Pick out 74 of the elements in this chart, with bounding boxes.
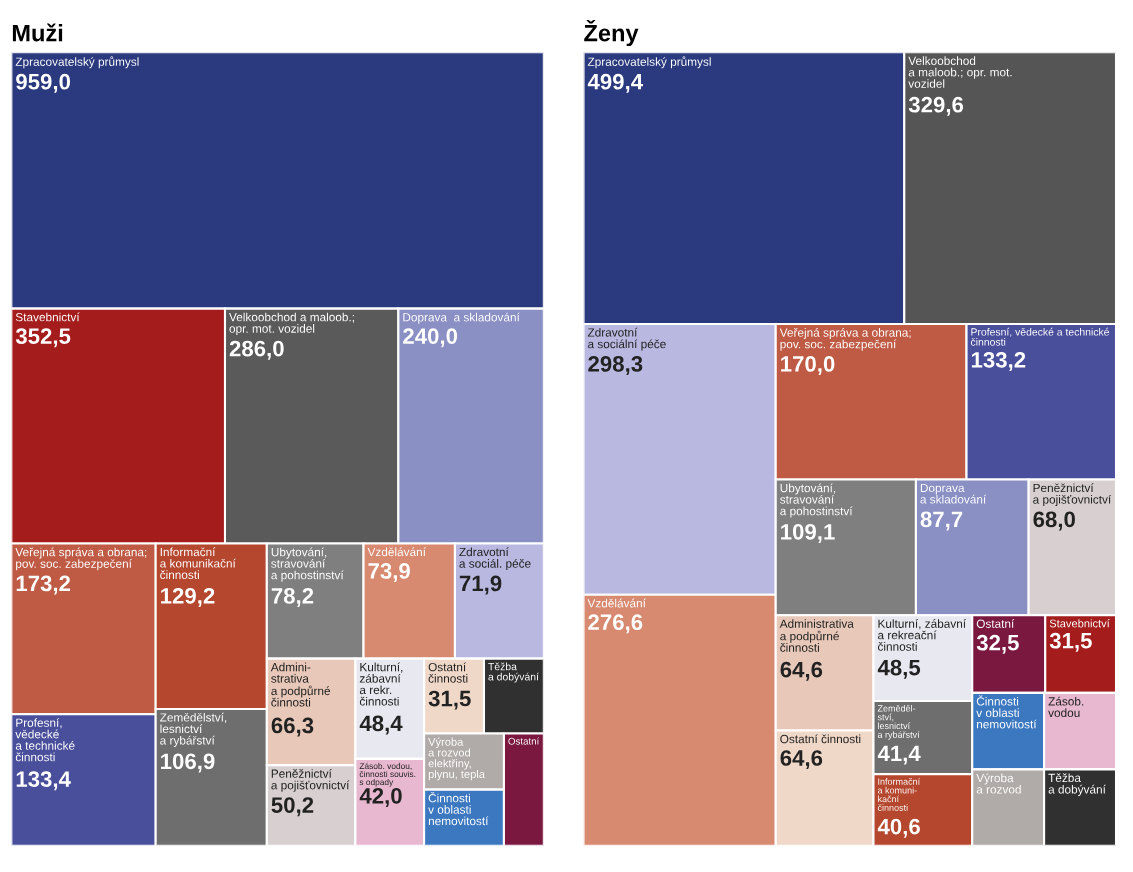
data-label: 298,3 <box>588 356 643 375</box>
category-label: Vzdělávání <box>367 547 426 557</box>
text: Ženy <box>584 20 639 47</box>
category-label: Profesní, vědecké a technické činnosti <box>15 718 75 762</box>
category-label: Zpracovatelský průmysl <box>587 56 711 69</box>
data-label: 329,6 <box>908 96 964 116</box>
data-label: 31,5 <box>1049 632 1092 652</box>
category-label: Zeměděl- ství, lesnictví a rybářství <box>877 704 920 740</box>
category-label: Činnosti v oblasti nemovitostí <box>976 695 1037 729</box>
data-label: 50,2 <box>271 797 314 817</box>
category-label: Kulturní, zábavní a rekreační činnosti <box>877 619 967 651</box>
data-label: 48,5 <box>877 659 921 679</box>
data-label: 106,9 <box>161 753 215 773</box>
category-label: Zemědělství, lesnictví a rybářství <box>160 712 227 747</box>
data-label: 173,2 <box>16 575 71 595</box>
category-label: Ostatní <box>508 737 540 745</box>
category-label: Ostatní činnosti <box>780 734 861 744</box>
data-label: 133,2 <box>971 351 1026 371</box>
data-label: 31,5 <box>428 690 471 710</box>
category-label: Vzdělávání <box>587 598 646 608</box>
data-label: 42,0 <box>359 787 402 807</box>
category-label: Administrativa a podpůrné činnosti <box>779 619 854 652</box>
data-label: 32,5 <box>976 634 1019 654</box>
data-label: 78,2 <box>271 587 314 607</box>
category-label: Zdravotní a sociál. péče <box>459 547 531 571</box>
data-label: 41,4 <box>877 745 921 765</box>
data-label: 87,7 <box>920 511 963 531</box>
category-label: Těžba a dobývání <box>488 662 539 683</box>
category-label: Doprava a skladování <box>403 312 520 324</box>
data-label: 133,4 <box>16 771 71 791</box>
category-label: Zpracovatelský průmysl <box>15 56 139 69</box>
category-label: Veřejná správa a obrana; pov. soc. zabezpečení <box>779 327 911 351</box>
category-label: Kulturní, zábavní a rekr. činnosti <box>359 662 403 706</box>
category-label: Stavebnictví <box>1049 619 1110 628</box>
category-label: Peněžnictví a pojišťovnictví <box>1033 483 1112 507</box>
text: Muži <box>12 23 63 42</box>
category-label: Veřejná správa a obrana; pov. soc. zabezpečení <box>15 547 147 571</box>
data-label: 170,0 <box>781 356 835 375</box>
data-label: 71,9 <box>459 575 502 595</box>
data-label: 109,1 <box>781 523 835 543</box>
category-label: Informační a komuni- kační činnosti <box>877 777 921 811</box>
category-label: Těžba a dobývání <box>1048 773 1106 796</box>
data-label: 66,3 <box>271 717 314 737</box>
category-label: Zásob. vodou, činnosti souvis. s odpady <box>359 762 416 787</box>
data-label: 40,6 <box>877 818 920 838</box>
category-label: Peněžnictví a pojišťovnictví <box>271 769 350 792</box>
data-label: 48,4 <box>359 715 403 735</box>
data-label: 499,4 <box>587 73 643 93</box>
data-label: 959,0 <box>16 73 71 93</box>
category-label: Činnosti v oblasti nemovitostí <box>428 791 489 826</box>
data-label: 64,6 <box>780 661 823 681</box>
category-label: Výroba a rozvod elektřiny, plynu, tepla <box>428 737 485 781</box>
category-label: Stavebnictví <box>15 312 80 322</box>
category-label: Doprava a skladování <box>920 483 987 504</box>
category-label: Ostatní činnosti <box>428 662 468 683</box>
category-label: Velkoobchod a maloob.; opr. mot. vozidel <box>229 312 354 336</box>
category-label: Ubytování, stravování a pohostinství <box>271 547 344 582</box>
data-label: 64,6 <box>780 750 823 770</box>
data-label: 129,2 <box>161 587 215 607</box>
category-label: Admini- strativa a podpůrné činnosti <box>270 662 331 707</box>
category-label: Profesní, vědecké a technické činnosti <box>970 327 1110 346</box>
data-label: 240,0 <box>403 328 458 348</box>
category-label: Velkoobchod a maloob.; opr. mot. vozidel <box>908 56 1012 88</box>
data-label: 68,0 <box>1033 511 1075 531</box>
category-label: Zásob. vodou <box>1048 696 1084 718</box>
data-label: 73,9 <box>368 563 410 583</box>
data-label: 352,5 <box>15 328 71 348</box>
category-label: Ostatní <box>976 619 1015 628</box>
category-label: Zdravotní a sociální péče <box>587 327 666 351</box>
category-label: Ubytování, stravování a pohostinství <box>780 483 853 518</box>
category-label: Výroba a rozvod <box>976 773 1021 794</box>
category-label: Informační a komunikační činnosti <box>160 547 236 580</box>
data-label: 276,6 <box>588 614 643 634</box>
data-label: 286,0 <box>229 340 284 360</box>
